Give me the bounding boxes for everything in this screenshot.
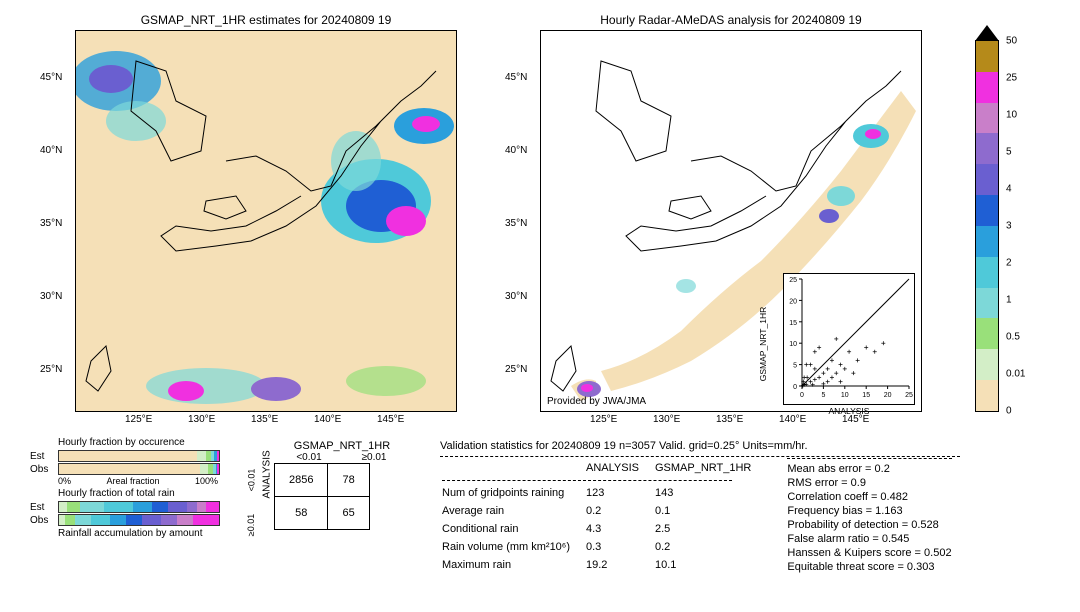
map-left-title: GSMAP_NRT_1HR estimates for 20240809 19 xyxy=(76,13,456,27)
accum-label: Rainfall accumulation by amount xyxy=(58,528,230,539)
svg-text:5: 5 xyxy=(793,363,797,370)
map-right-title: Hourly Radar-AMeDAS analysis for 2024080… xyxy=(541,13,921,27)
scatter-ylabel: GSMAP_NRT_1HR xyxy=(758,307,768,381)
scatter-inset: 00551010151520202525 GSMAP_NRT_1HR ANALY… xyxy=(783,273,915,405)
validation-table: ANALYSISGSMAP_NRT_1HR Num of gridpoints … xyxy=(440,458,767,575)
colorbar: 502510543210.50.010 xyxy=(975,40,999,412)
colorbar-arrow-icon xyxy=(975,25,999,41)
validation-title: Validation statistics for 20240809 19 n=… xyxy=(440,440,1040,452)
occurrence-est-bar xyxy=(58,450,220,462)
validation-stats-list: Mean abs error = 0.2RMS error = 0.9Corre… xyxy=(787,458,951,575)
svg-text:10: 10 xyxy=(841,392,849,399)
svg-text:0: 0 xyxy=(793,384,797,391)
contingency-col-header: GSMAP_NRT_1HR xyxy=(280,440,404,452)
svg-text:10: 10 xyxy=(789,341,797,348)
scatter-svg: 00 5 5 10 10 15 15 20 20 25 25 xyxy=(784,274,914,404)
svg-text:20: 20 xyxy=(789,298,797,305)
svg-text:5: 5 xyxy=(821,392,825,399)
svg-text:0: 0 xyxy=(800,392,804,399)
map-left: GSMAP_NRT_1HR estimates for 20240809 19 xyxy=(75,30,457,412)
validation-block: Validation statistics for 20240809 19 n=… xyxy=(440,440,1040,575)
contingency-block: GSMAP_NRT_1HR ANALYSIS <0.01≥0.01 285678… xyxy=(260,440,404,530)
totalrain-title: Hourly fraction of total rain xyxy=(58,488,230,499)
totalrain-obs-bar xyxy=(58,514,220,526)
totalrain-est-bar xyxy=(58,501,220,513)
svg-text:20: 20 xyxy=(884,392,892,399)
svg-text:15: 15 xyxy=(862,392,870,399)
contingency-row-header: ANALYSIS xyxy=(262,484,273,498)
svg-text:25: 25 xyxy=(905,392,913,399)
occurrence-title: Hourly fraction by occurence xyxy=(58,437,230,448)
map-left-svg xyxy=(76,31,456,411)
fraction-bars: Hourly fraction by occurence Est Obs 0% … xyxy=(30,435,230,541)
svg-text:15: 15 xyxy=(789,320,797,327)
contingency-table: 285678 5865 xyxy=(274,463,370,530)
svg-text:25: 25 xyxy=(789,277,797,284)
map-right-attribution: Provided by JWA/JMA xyxy=(547,396,646,407)
occurrence-obs-bar xyxy=(58,463,220,475)
map-right: Hourly Radar-AMeDAS analysis for 2024080… xyxy=(540,30,922,412)
